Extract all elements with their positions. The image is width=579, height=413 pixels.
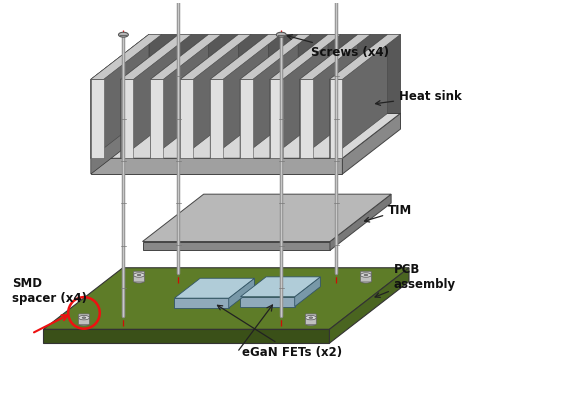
- Polygon shape: [120, 34, 179, 158]
- Polygon shape: [142, 194, 391, 242]
- Ellipse shape: [79, 321, 89, 326]
- Polygon shape: [300, 34, 358, 158]
- Polygon shape: [91, 158, 342, 174]
- FancyBboxPatch shape: [134, 271, 144, 282]
- Polygon shape: [91, 34, 162, 79]
- Polygon shape: [174, 298, 229, 308]
- Polygon shape: [240, 34, 311, 79]
- Polygon shape: [91, 34, 149, 174]
- Polygon shape: [329, 34, 388, 158]
- Polygon shape: [210, 34, 268, 158]
- Polygon shape: [270, 34, 328, 158]
- Polygon shape: [300, 79, 313, 158]
- Polygon shape: [240, 34, 298, 158]
- Polygon shape: [174, 278, 254, 298]
- Polygon shape: [210, 79, 223, 158]
- Polygon shape: [342, 113, 401, 174]
- Text: TIM: TIM: [365, 204, 412, 222]
- Polygon shape: [149, 34, 401, 113]
- Polygon shape: [210, 34, 281, 79]
- Polygon shape: [270, 34, 341, 79]
- Text: SMD
spacer (x4): SMD spacer (x4): [12, 277, 87, 305]
- Polygon shape: [300, 34, 371, 79]
- Polygon shape: [142, 242, 330, 250]
- Text: PCB
assembly: PCB assembly: [375, 263, 456, 297]
- Polygon shape: [91, 34, 149, 158]
- Ellipse shape: [79, 316, 89, 320]
- Polygon shape: [329, 79, 342, 158]
- Ellipse shape: [309, 317, 313, 318]
- Polygon shape: [329, 268, 409, 343]
- Polygon shape: [91, 113, 401, 158]
- FancyBboxPatch shape: [79, 314, 89, 325]
- Ellipse shape: [306, 321, 316, 326]
- Ellipse shape: [134, 273, 144, 277]
- Polygon shape: [295, 277, 320, 306]
- Polygon shape: [151, 79, 163, 158]
- Ellipse shape: [134, 279, 144, 283]
- Polygon shape: [43, 268, 409, 329]
- Ellipse shape: [361, 273, 371, 277]
- Polygon shape: [240, 277, 320, 297]
- Ellipse shape: [119, 32, 129, 37]
- Polygon shape: [180, 34, 251, 79]
- Ellipse shape: [82, 317, 86, 318]
- Polygon shape: [240, 79, 253, 158]
- Ellipse shape: [276, 32, 286, 37]
- Text: eGaN FETs (x2): eGaN FETs (x2): [218, 305, 342, 359]
- Polygon shape: [43, 329, 329, 343]
- Polygon shape: [229, 278, 254, 308]
- Text: Screws (x4): Screws (x4): [287, 35, 389, 59]
- Polygon shape: [329, 34, 401, 79]
- Ellipse shape: [137, 274, 141, 276]
- Polygon shape: [120, 34, 192, 79]
- Polygon shape: [330, 194, 391, 250]
- Polygon shape: [270, 79, 283, 158]
- Polygon shape: [180, 79, 193, 158]
- Polygon shape: [240, 297, 295, 306]
- Polygon shape: [151, 34, 221, 79]
- Polygon shape: [151, 34, 208, 158]
- Polygon shape: [91, 79, 104, 158]
- Text: Heat sink: Heat sink: [376, 90, 462, 105]
- Ellipse shape: [306, 316, 316, 320]
- Polygon shape: [120, 79, 134, 158]
- Polygon shape: [180, 34, 239, 158]
- Ellipse shape: [361, 279, 371, 283]
- Ellipse shape: [364, 274, 368, 276]
- FancyBboxPatch shape: [361, 271, 371, 282]
- FancyBboxPatch shape: [306, 314, 316, 325]
